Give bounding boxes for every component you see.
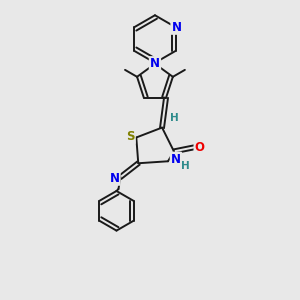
Text: H: H: [169, 113, 178, 123]
Text: S: S: [126, 130, 135, 143]
Text: N: N: [150, 57, 160, 70]
Text: N: N: [110, 172, 119, 184]
Text: H: H: [182, 161, 190, 171]
Text: N: N: [172, 21, 182, 34]
Text: N: N: [171, 153, 181, 166]
Text: O: O: [195, 141, 205, 154]
